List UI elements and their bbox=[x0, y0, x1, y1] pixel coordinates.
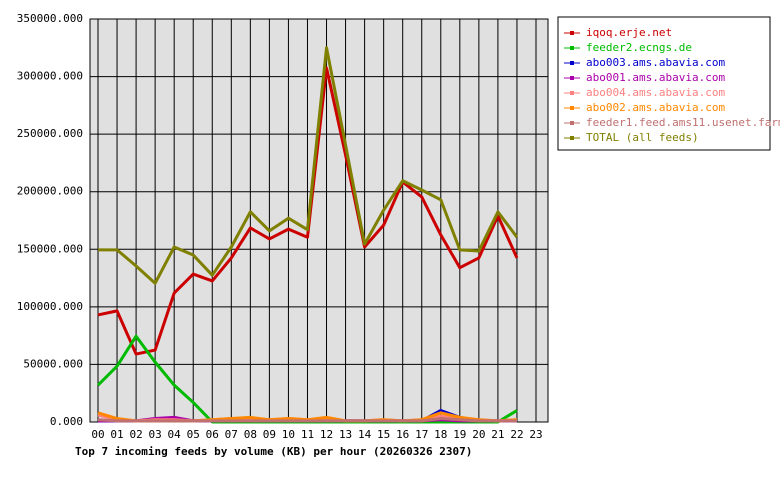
x-tick-label: 00 bbox=[91, 428, 104, 441]
series-line bbox=[97, 417, 517, 423]
y-tick-label: 250000.000 bbox=[17, 127, 83, 140]
legend-marker bbox=[570, 31, 574, 35]
y-tick-label: 300000.000 bbox=[17, 70, 83, 83]
x-tick-label: 14 bbox=[358, 428, 372, 441]
x-tick-label: 15 bbox=[377, 428, 390, 441]
y-tick-label: 200000.000 bbox=[17, 185, 83, 198]
legend-label: iqoq.erje.net bbox=[586, 26, 672, 39]
x-tick-label: 03 bbox=[149, 428, 162, 441]
chart-title: Top 7 incoming feeds by volume (KB) per … bbox=[75, 445, 472, 458]
x-tick-label: 01 bbox=[110, 428, 123, 441]
legend-label: abo003.ams.abavia.com bbox=[586, 56, 725, 69]
x-tick-label: 11 bbox=[301, 428, 314, 441]
x-tick-label: 20 bbox=[472, 428, 485, 441]
y-tick-label: 150000.000 bbox=[17, 242, 83, 255]
legend-marker bbox=[570, 121, 574, 125]
legend-marker bbox=[570, 76, 574, 80]
x-tick-label: 18 bbox=[434, 428, 447, 441]
x-tick-label: 17 bbox=[415, 428, 428, 441]
legend-label: abo004.ams.abavia.com bbox=[586, 86, 725, 99]
y-tick-label: 100000.000 bbox=[17, 300, 83, 313]
legend-box bbox=[557, 16, 771, 151]
legend-marker bbox=[570, 106, 574, 110]
y-tick-label: 0.000 bbox=[50, 415, 83, 428]
legend-marker bbox=[570, 91, 574, 95]
legend-label: abo001.ams.abavia.com bbox=[586, 71, 725, 84]
x-tick-label: 19 bbox=[453, 428, 466, 441]
x-tick-label: 22 bbox=[510, 428, 523, 441]
x-tick-label: 02 bbox=[129, 428, 142, 441]
legend-marker bbox=[570, 61, 574, 65]
x-tick-label: 08 bbox=[244, 428, 257, 441]
legend-label: feeder2.ecngs.de bbox=[586, 41, 692, 54]
x-tick-label: 13 bbox=[339, 428, 352, 441]
legend-label: TOTAL (all feeds) bbox=[586, 131, 699, 144]
x-tick-label: 07 bbox=[225, 428, 238, 441]
x-tick-label: 05 bbox=[187, 428, 200, 441]
y-tick-label: 350000.000 bbox=[17, 12, 83, 25]
y-tick-label: 50000.000 bbox=[23, 357, 83, 370]
series-line bbox=[97, 66, 519, 356]
legend-marker bbox=[570, 46, 574, 50]
x-tick-label: 06 bbox=[206, 428, 219, 441]
legend-marker bbox=[570, 136, 574, 140]
plot-area bbox=[90, 19, 548, 422]
x-tick-label: 23 bbox=[529, 428, 542, 441]
x-tick-label: 04 bbox=[168, 428, 182, 441]
x-tick-label: 09 bbox=[263, 428, 276, 441]
x-tick-label: 21 bbox=[491, 428, 504, 441]
x-tick-label: 10 bbox=[282, 428, 295, 441]
x-tick-label: 16 bbox=[396, 428, 409, 441]
legend-label: feeder1.feed.ams11.usenet.farm bbox=[586, 116, 780, 129]
legend-label: abo002.ams.abavia.com bbox=[586, 101, 725, 114]
series-line bbox=[98, 46, 519, 285]
x-tick-label: 12 bbox=[320, 428, 333, 441]
